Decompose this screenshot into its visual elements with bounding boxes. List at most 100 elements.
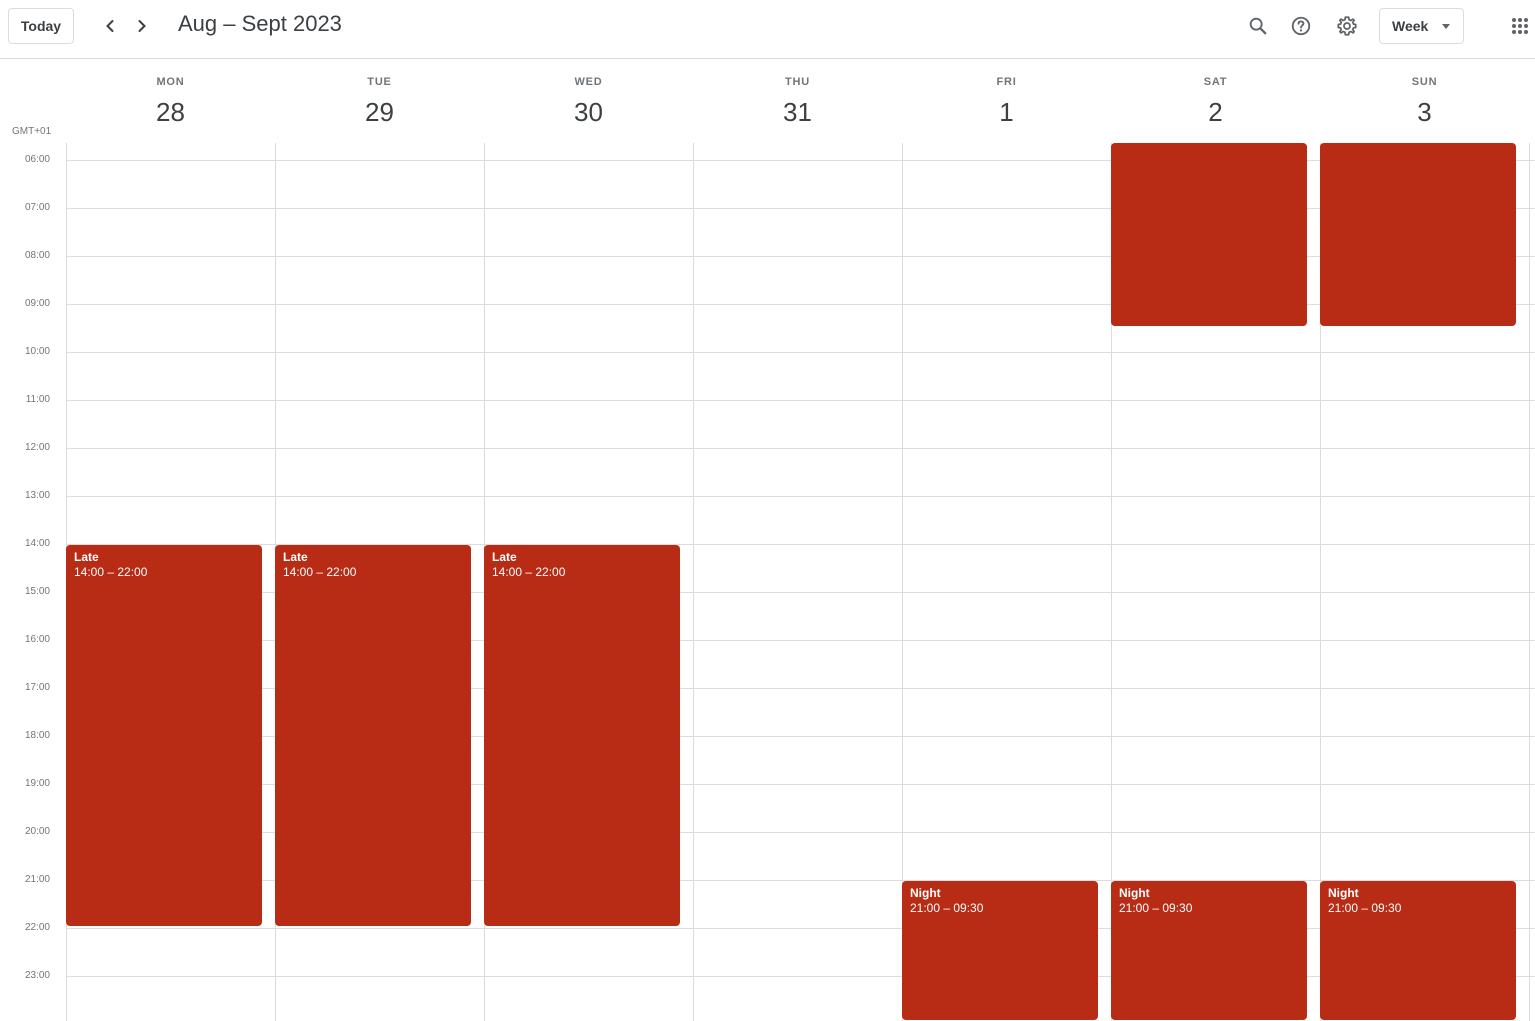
day-number[interactable]: 28	[156, 97, 185, 127]
day-name-label: MON	[156, 76, 185, 88]
hour-gridline	[66, 688, 1535, 689]
event-title: Night	[1119, 886, 1150, 900]
day-name-label: WED	[574, 76, 603, 88]
gear-icon	[1337, 16, 1357, 36]
day-number[interactable]: 31	[783, 97, 812, 127]
day-number[interactable]: 3	[1417, 97, 1432, 127]
day-number[interactable]: 2	[1208, 97, 1223, 127]
calendar-event[interactable]: Late 14:00 – 22:00	[484, 545, 680, 926]
week-grid[interactable]: 06:00 07:00 08:00 09:00 10:00 11:00 12:00 13:00…	[0, 143, 1535, 1021]
hour-gridline	[66, 592, 1535, 593]
day-name-label: THU	[784, 76, 810, 88]
event-title: Late	[492, 550, 517, 564]
hour-label: 18:00	[24, 730, 50, 741]
column-divider	[693, 143, 694, 1021]
hour-label: 15:00	[24, 586, 50, 597]
event-time: 21:00 – 09:30	[1328, 901, 1402, 915]
hour-label: 12:00	[24, 442, 50, 453]
event-title: Night	[1328, 886, 1359, 900]
hour-gridline	[66, 544, 1535, 545]
event-time: 14:00 – 22:00	[492, 565, 566, 579]
hour-gridline	[66, 640, 1535, 641]
today-button[interactable]: Today	[8, 8, 74, 44]
event-title: Night	[910, 886, 941, 900]
hour-gridline	[66, 256, 1535, 257]
hour-gridline	[66, 304, 1535, 305]
day-header-tue[interactable]: TUE 29	[275, 59, 484, 143]
hour-gridline	[66, 976, 1535, 977]
hour-gridline	[66, 160, 1535, 161]
event-time: 21:00 – 09:30	[1119, 901, 1193, 915]
hour-gridline	[66, 880, 1535, 881]
hour-gridline	[66, 208, 1535, 209]
top-toolbar: Today Aug – Sept 2023 Week	[0, 0, 1535, 59]
day-name-label: SAT	[1203, 76, 1228, 88]
day-header-sun[interactable]: SUN 3	[1320, 59, 1529, 143]
column-divider	[1320, 143, 1321, 1021]
search-button[interactable]	[1240, 8, 1276, 44]
day-name-label: SUN	[1411, 76, 1438, 88]
view-selector[interactable]: Week	[1379, 8, 1464, 44]
hour-gridline	[66, 832, 1535, 833]
day-number[interactable]: 29	[365, 97, 394, 127]
settings-button[interactable]	[1329, 8, 1365, 44]
hour-label: 14:00	[24, 538, 50, 549]
hour-label: 11:00	[25, 394, 50, 405]
column-divider	[902, 143, 903, 1021]
calendar-event[interactable]: Night 21:00 – 09:30	[1320, 881, 1516, 1020]
day-header-wed[interactable]: WED 30	[484, 59, 693, 143]
column-divider	[1111, 143, 1112, 1021]
calendar-event[interactable]	[1320, 143, 1516, 326]
day-number[interactable]: 1	[999, 97, 1014, 127]
search-icon	[1249, 17, 1267, 35]
previous-week-button[interactable]	[94, 10, 126, 42]
hour-label: 20:00	[24, 826, 50, 837]
next-week-button[interactable]	[126, 10, 158, 42]
day-number[interactable]: 30	[574, 97, 603, 127]
hour-label: 10:00	[24, 346, 50, 357]
help-button[interactable]	[1283, 8, 1319, 44]
calendar-event[interactable]: Late 14:00 – 22:00	[275, 545, 471, 926]
event-title: Late	[283, 550, 308, 564]
hour-label: 16:00	[24, 634, 50, 645]
day-name-label: TUE	[367, 76, 392, 88]
day-name-label: FRI	[996, 76, 1017, 88]
hour-label: 23:00	[24, 970, 50, 981]
calendar-event[interactable]: Night 21:00 – 09:30	[1111, 881, 1307, 1020]
apps-button[interactable]	[1502, 8, 1535, 44]
hour-label: 17:00	[24, 682, 50, 693]
event-time: 14:00 – 22:00	[283, 565, 357, 579]
hour-label: 13:00	[24, 490, 50, 501]
hour-label: 08:00	[24, 250, 50, 261]
event-time: 21:00 – 09:30	[910, 901, 984, 915]
day-header-sat[interactable]: SAT 2	[1111, 59, 1320, 143]
hour-gridline	[66, 496, 1535, 497]
hour-gridline	[66, 352, 1535, 353]
hour-label: 09:00	[24, 298, 50, 309]
hour-gridline	[66, 784, 1535, 785]
hour-label: 19:00	[24, 778, 50, 789]
event-time: 14:00 – 22:00	[74, 565, 148, 579]
chevron-right-icon	[138, 20, 146, 32]
caret-down-icon	[1442, 24, 1450, 29]
hour-label: 07:00	[24, 202, 50, 213]
calendar-event[interactable]: Night 21:00 – 09:30	[902, 881, 1098, 1020]
day-header-fri[interactable]: FRI 1	[902, 59, 1111, 143]
date-range-title: Aug – Sept 2023	[178, 11, 342, 36]
hour-gridline	[66, 736, 1535, 737]
event-title: Late	[74, 550, 99, 564]
view-selector-label: Week	[1392, 18, 1429, 34]
calendar-event[interactable]: Late 14:00 – 22:00	[66, 545, 262, 926]
day-header-mon[interactable]: MON 28	[66, 59, 275, 143]
hour-label: 21:00	[24, 874, 50, 885]
hour-gridline	[66, 928, 1535, 929]
hour-gridline	[66, 400, 1535, 401]
day-header-thu[interactable]: THU 31	[693, 59, 902, 143]
hour-gridline	[66, 448, 1535, 449]
help-icon	[1291, 16, 1311, 36]
calendar-event[interactable]	[1111, 143, 1307, 326]
column-divider	[1529, 143, 1530, 1021]
timezone-label: GMT+01	[12, 126, 52, 137]
hour-label: 22:00	[24, 922, 50, 933]
chevron-left-icon	[106, 20, 114, 32]
